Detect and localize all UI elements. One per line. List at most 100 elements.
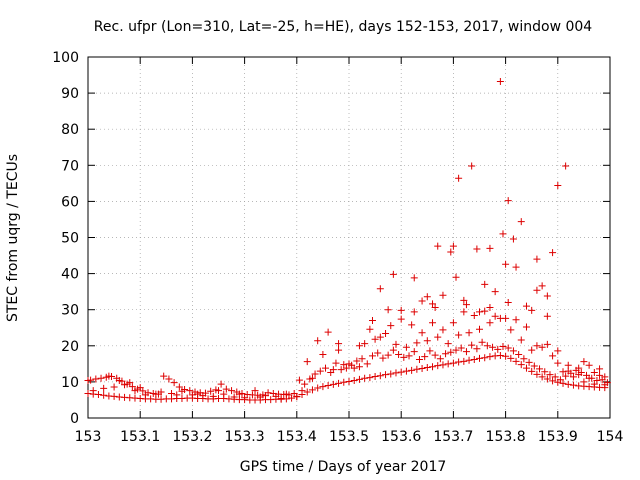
data-point bbox=[455, 358, 463, 366]
y-tick-labels: 0 10 20 30 40 50 60 70 80 90 100 bbox=[52, 50, 79, 427]
data-point bbox=[361, 374, 369, 382]
data-point bbox=[593, 376, 601, 384]
data-point bbox=[512, 316, 520, 324]
data-point bbox=[575, 364, 583, 372]
data-point bbox=[382, 330, 390, 338]
data-point bbox=[502, 314, 510, 322]
data-point bbox=[549, 352, 557, 360]
x-tick-label: 153.4 bbox=[277, 429, 317, 445]
data-point bbox=[199, 392, 207, 400]
data-point bbox=[335, 346, 343, 354]
data-point bbox=[439, 361, 447, 369]
data-point bbox=[590, 369, 598, 377]
data-point bbox=[319, 350, 327, 358]
data-point bbox=[465, 329, 473, 337]
data-point bbox=[585, 361, 593, 369]
data-point bbox=[434, 242, 442, 250]
data-point bbox=[504, 298, 512, 306]
data-point bbox=[517, 336, 525, 344]
data-point bbox=[580, 378, 588, 386]
data-point bbox=[384, 306, 392, 314]
data-point bbox=[251, 387, 259, 395]
data-point bbox=[546, 371, 554, 379]
y-tick-label: 70 bbox=[61, 158, 79, 174]
data-point bbox=[353, 357, 361, 365]
data-point bbox=[173, 391, 181, 399]
y-tick-label: 40 bbox=[61, 267, 79, 283]
data-point bbox=[230, 393, 238, 401]
data-point bbox=[554, 347, 562, 355]
data-point bbox=[308, 386, 316, 394]
chart-title: Rec. ufpr (Lon=310, Lat=-25, h=HE), days… bbox=[94, 19, 593, 35]
data-point bbox=[376, 372, 384, 380]
data-point bbox=[84, 389, 92, 397]
data-point bbox=[460, 296, 468, 304]
data-point bbox=[340, 378, 348, 386]
data-point bbox=[194, 390, 202, 398]
data-point bbox=[342, 364, 350, 372]
data-point bbox=[128, 383, 136, 391]
data-point bbox=[575, 371, 583, 379]
data-point bbox=[426, 347, 434, 355]
data-point bbox=[434, 362, 442, 370]
data-point bbox=[462, 348, 470, 356]
data-point bbox=[504, 344, 512, 352]
data-point bbox=[507, 326, 515, 334]
data-point bbox=[473, 345, 481, 353]
data-point bbox=[564, 380, 572, 388]
data-point bbox=[178, 387, 186, 395]
data-point bbox=[481, 280, 489, 288]
data-point bbox=[397, 306, 405, 314]
data-point bbox=[601, 381, 609, 389]
data-point bbox=[476, 325, 483, 333]
data-point bbox=[84, 376, 92, 384]
y-tick-label: 20 bbox=[61, 339, 79, 355]
data-point bbox=[188, 391, 196, 399]
data-point bbox=[556, 376, 564, 384]
data-point bbox=[168, 389, 176, 397]
y-tick-label: 0 bbox=[70, 411, 79, 427]
data-point bbox=[319, 383, 327, 391]
data-point bbox=[371, 335, 379, 343]
data-point bbox=[324, 382, 332, 390]
data-point bbox=[522, 364, 530, 372]
x-tick-label: 153.5 bbox=[329, 429, 369, 445]
data-point bbox=[512, 263, 520, 271]
data-point bbox=[457, 344, 465, 352]
data-point bbox=[491, 312, 499, 320]
data-point bbox=[423, 363, 431, 371]
x-tick-label: 153.2 bbox=[172, 429, 212, 445]
data-point bbox=[100, 384, 108, 392]
data-point bbox=[525, 358, 533, 366]
data-point bbox=[136, 384, 144, 392]
data-point bbox=[295, 376, 303, 384]
data-point bbox=[277, 395, 285, 403]
data-point bbox=[329, 380, 337, 388]
data-point bbox=[175, 383, 183, 391]
data-point bbox=[452, 273, 460, 281]
data-point bbox=[209, 392, 217, 400]
data-point bbox=[468, 162, 476, 170]
data-point bbox=[345, 360, 353, 368]
data-point bbox=[418, 365, 426, 373]
data-point bbox=[439, 291, 447, 299]
data-point bbox=[366, 374, 374, 382]
data-point bbox=[303, 388, 311, 396]
data-point bbox=[549, 249, 557, 257]
data-point bbox=[413, 365, 421, 373]
axis-ticks bbox=[87, 56, 611, 419]
data-point bbox=[241, 394, 249, 402]
data-point bbox=[460, 357, 468, 365]
data-point bbox=[507, 354, 515, 362]
data-point bbox=[499, 343, 507, 351]
data-point bbox=[590, 380, 598, 388]
data-point bbox=[434, 333, 442, 341]
x-tick-labels: 153 153.1 153.2 153.3 153.4 153.5 153.6 153.7 15… bbox=[75, 429, 624, 445]
data-point bbox=[355, 342, 363, 350]
data-point bbox=[486, 304, 494, 312]
data-point bbox=[470, 356, 478, 364]
data-point bbox=[141, 391, 149, 399]
data-point bbox=[536, 365, 544, 373]
data-point bbox=[449, 319, 457, 327]
y-tick-label: 50 bbox=[61, 231, 79, 247]
